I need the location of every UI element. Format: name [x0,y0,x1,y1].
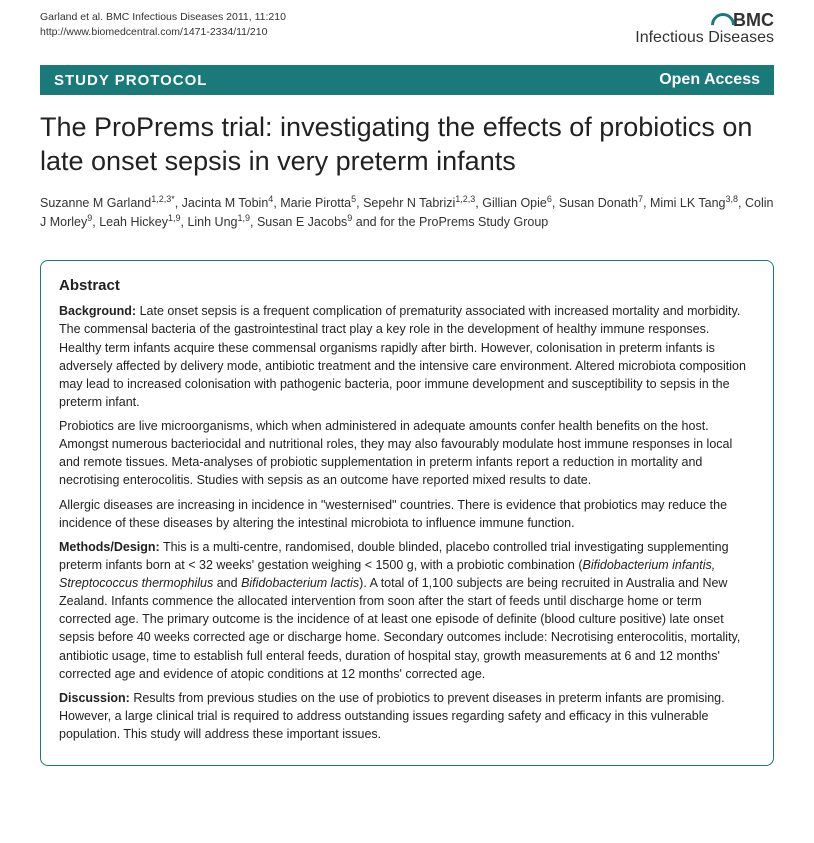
logo-bmc-text: BMC [733,10,774,31]
abstract-methods: Methods/Design: This is a multi-centre, … [59,538,755,683]
journal-logo: BMC Infectious Diseases [635,10,774,47]
article-title: The ProPrems trial: investigating the ef… [40,111,774,179]
abstract-background-p2: Probiotics are live microorganisms, whic… [59,417,755,490]
article-type-banner: STUDY PROTOCOL Open Access [40,65,774,95]
discussion-text: Results from previous studies on the use… [59,691,725,741]
abstract-heading: Abstract [59,277,755,294]
background-text: Late onset sepsis is a frequent complica… [59,304,746,409]
header-top: Garland et al. BMC Infectious Diseases 2… [40,10,774,47]
journal-name: Infectious Diseases [635,29,774,47]
author-list: Suzanne M Garland1,2,3*, Jacinta M Tobin… [40,193,774,233]
open-access-label: Open Access [659,71,760,89]
background-label: Background: [59,304,136,318]
citation: Garland et al. BMC Infectious Diseases 2… [40,10,286,39]
methods-text: This is a multi-centre, randomised, doub… [59,540,740,681]
abstract-discussion: Discussion: Results from previous studie… [59,689,755,743]
abstract-background: Background: Late onset sepsis is a frequ… [59,302,755,411]
abstract-box: Abstract Background: Late onset sepsis i… [40,260,774,766]
abstract-background-p3: Allergic diseases are increasing in inci… [59,496,755,532]
discussion-label: Discussion: [59,691,130,705]
citation-line2: http://www.biomedcentral.com/1471-2334/1… [40,25,286,40]
article-type-label: STUDY PROTOCOL [54,72,207,89]
methods-label: Methods/Design: [59,540,160,554]
citation-line1: Garland et al. BMC Infectious Diseases 2… [40,10,286,25]
